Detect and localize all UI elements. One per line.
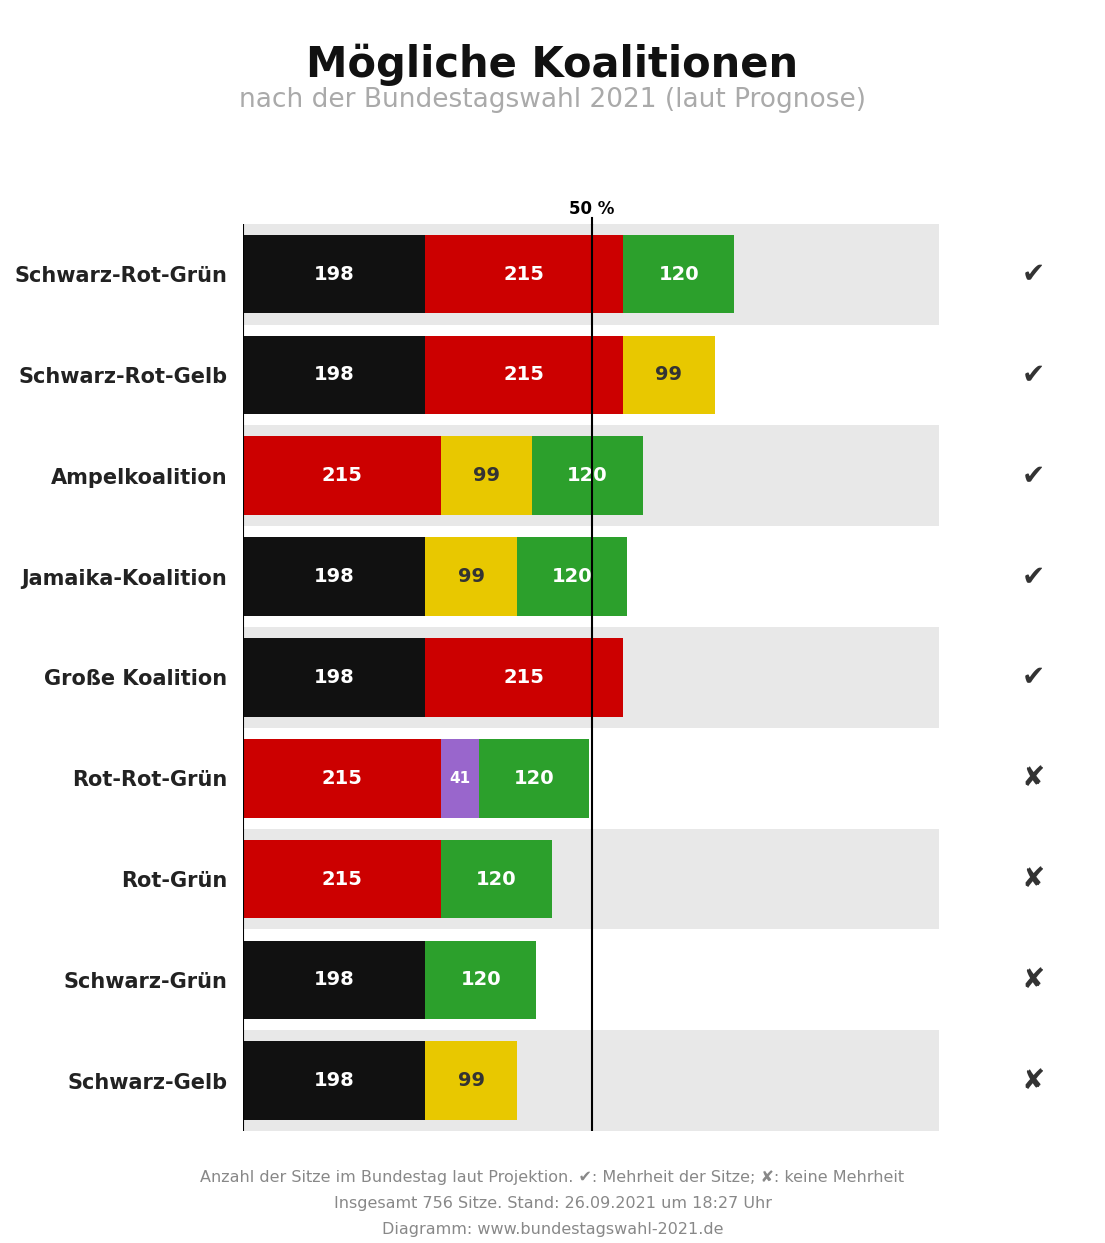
Bar <box>425 941 536 1019</box>
Text: ✔: ✔ <box>1021 664 1045 691</box>
Text: ✔: ✔ <box>1021 260 1045 288</box>
Bar <box>243 425 1105 526</box>
Text: nach der Bundestagswahl 2021 (laut Prognose): nach der Bundestagswahl 2021 (laut Progn… <box>239 87 866 113</box>
Bar <box>243 1030 1105 1131</box>
Bar <box>441 738 478 818</box>
Text: 215: 215 <box>504 667 545 687</box>
Text: 198: 198 <box>314 365 355 384</box>
Text: 215: 215 <box>322 870 362 889</box>
Text: 198: 198 <box>314 667 355 687</box>
Bar <box>425 1042 516 1120</box>
Bar <box>623 336 715 414</box>
Text: 99: 99 <box>473 466 501 485</box>
Text: 99: 99 <box>655 365 683 384</box>
Text: 41: 41 <box>450 771 471 786</box>
Text: 215: 215 <box>322 768 362 788</box>
Bar <box>243 638 425 717</box>
Text: 198: 198 <box>314 265 355 283</box>
Text: 198: 198 <box>314 1071 355 1090</box>
Bar <box>243 324 1105 425</box>
Text: 215: 215 <box>322 466 362 485</box>
Text: 215: 215 <box>504 265 545 283</box>
Bar <box>243 941 425 1019</box>
Bar <box>516 537 628 617</box>
Bar <box>243 336 425 414</box>
Bar <box>243 224 1105 324</box>
Bar <box>243 930 1105 1030</box>
Bar <box>441 840 551 919</box>
Bar <box>425 638 623 717</box>
Text: 99: 99 <box>457 1071 484 1090</box>
Text: ✘: ✘ <box>1021 1066 1045 1095</box>
Bar <box>441 436 533 515</box>
Text: ✔: ✔ <box>1021 360 1045 389</box>
Text: ✔: ✔ <box>1021 563 1045 590</box>
Text: Anzahl der Sitze im Bundestag laut Projektion. ✔: Mehrheit der Sitze; ✘: keine M: Anzahl der Sitze im Bundestag laut Proje… <box>200 1170 905 1237</box>
Bar <box>533 436 643 515</box>
Bar <box>243 840 441 919</box>
Text: ✘: ✘ <box>1021 966 1045 994</box>
Text: ✘: ✘ <box>1021 865 1045 892</box>
Text: Mögliche Koalitionen: Mögliche Koalitionen <box>306 44 799 86</box>
Text: 198: 198 <box>314 567 355 587</box>
Bar <box>478 738 589 818</box>
Bar <box>425 336 623 414</box>
Bar <box>243 526 1105 626</box>
Bar <box>243 728 1105 829</box>
Text: 120: 120 <box>551 567 592 587</box>
Text: 120: 120 <box>514 768 555 788</box>
Text: 198: 198 <box>314 971 355 989</box>
Text: 99: 99 <box>457 567 484 587</box>
Bar <box>243 829 1105 930</box>
Bar <box>243 1042 425 1120</box>
Text: 120: 120 <box>567 466 608 485</box>
Bar <box>243 738 441 818</box>
Text: ✘: ✘ <box>1021 764 1045 792</box>
Bar <box>425 235 623 313</box>
Bar <box>243 235 425 313</box>
Text: 120: 120 <box>461 971 501 989</box>
Text: 120: 120 <box>476 870 517 889</box>
Text: 50 %: 50 % <box>569 200 614 218</box>
Bar <box>243 537 425 617</box>
Bar <box>623 235 734 313</box>
Bar <box>243 626 1105 728</box>
Text: ✔: ✔ <box>1021 462 1045 490</box>
Text: 120: 120 <box>659 265 699 283</box>
Bar <box>425 537 516 617</box>
Text: 215: 215 <box>504 365 545 384</box>
Bar <box>243 436 441 515</box>
